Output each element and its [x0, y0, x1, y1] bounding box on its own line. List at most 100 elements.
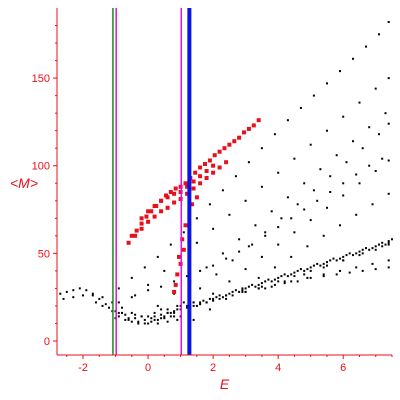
black-point	[134, 313, 137, 316]
black-point	[192, 318, 195, 321]
red-point	[152, 214, 157, 219]
black-point	[322, 266, 325, 269]
black-point	[322, 275, 325, 278]
black-point	[277, 280, 280, 283]
black-point	[277, 276, 280, 279]
black-point	[166, 320, 169, 323]
red-point	[194, 195, 199, 200]
black-point	[319, 264, 322, 267]
red-point	[126, 240, 131, 245]
black-point	[130, 311, 133, 314]
black-point	[176, 308, 179, 311]
black-point	[391, 238, 393, 241]
black-point	[378, 133, 380, 136]
black-point	[166, 308, 169, 311]
black-point	[361, 147, 364, 150]
black-point	[231, 294, 234, 297]
black-point	[322, 234, 325, 237]
black-point	[322, 273, 325, 276]
black-point	[312, 189, 315, 192]
black-point	[260, 282, 263, 285]
black-point	[387, 192, 390, 195]
red-point	[211, 170, 216, 175]
black-point	[182, 301, 185, 304]
black-point	[342, 259, 345, 262]
red-point	[181, 247, 186, 252]
vertical-lines-layer	[112, 8, 192, 355]
black-point	[387, 266, 390, 269]
black-point	[124, 318, 127, 321]
black-point	[355, 173, 358, 176]
black-point	[358, 250, 361, 253]
black-point	[335, 154, 338, 157]
black-point	[257, 283, 260, 286]
black-point	[374, 248, 377, 251]
red-point	[165, 205, 170, 210]
red-point	[198, 181, 203, 186]
black-point	[186, 304, 189, 307]
black-point	[387, 243, 390, 246]
black-point	[329, 259, 332, 262]
black-point	[277, 226, 280, 229]
black-point	[290, 273, 293, 276]
black-point	[173, 315, 176, 318]
black-point	[339, 269, 341, 272]
black-point	[173, 280, 176, 283]
black-point	[283, 282, 286, 285]
black-point	[361, 248, 364, 251]
black-point	[247, 161, 250, 164]
black-point	[326, 261, 328, 264]
black-point	[270, 280, 273, 283]
black-point	[335, 259, 338, 262]
black-point	[329, 175, 332, 178]
black-point	[348, 252, 351, 255]
black-point	[176, 304, 179, 307]
black-point	[212, 227, 215, 230]
x-tick-label: 4	[275, 362, 281, 374]
y-axis-title: <M>	[10, 175, 38, 191]
black-point	[65, 290, 68, 293]
black-point	[130, 320, 133, 323]
black-point	[342, 182, 345, 185]
black-point	[345, 254, 348, 257]
black-point	[251, 243, 254, 246]
black-point	[234, 289, 237, 292]
black-point	[199, 287, 202, 290]
black-point	[329, 191, 332, 193]
black-point	[319, 168, 322, 171]
black-point	[368, 126, 371, 129]
red-point	[159, 209, 164, 214]
black-point	[387, 159, 390, 162]
black-point	[160, 317, 163, 320]
black-point	[147, 289, 150, 292]
black-point	[150, 320, 153, 323]
red-point	[133, 233, 138, 238]
red-point	[172, 289, 177, 294]
black-point	[72, 289, 75, 292]
black-point	[199, 301, 202, 304]
black-point	[358, 254, 361, 257]
black-point	[169, 311, 172, 314]
red-point	[139, 216, 144, 221]
black-point	[303, 208, 306, 211]
black-point	[293, 231, 296, 234]
black-point	[254, 224, 257, 227]
black-point	[153, 311, 156, 314]
axes-layer	[56, 8, 392, 356]
red-point	[237, 135, 242, 140]
black-point	[156, 322, 159, 325]
black-point	[218, 294, 221, 297]
x-tick-label: 2	[210, 362, 216, 374]
black-point	[205, 266, 208, 269]
black-point	[384, 243, 387, 246]
red-point	[217, 149, 222, 154]
red-point	[172, 191, 177, 196]
black-point	[260, 147, 263, 150]
black-point	[296, 280, 299, 283]
red-point	[204, 169, 209, 173]
black-point	[234, 175, 237, 178]
black-point	[374, 170, 377, 172]
red-point	[212, 153, 217, 158]
black-point	[91, 292, 94, 295]
